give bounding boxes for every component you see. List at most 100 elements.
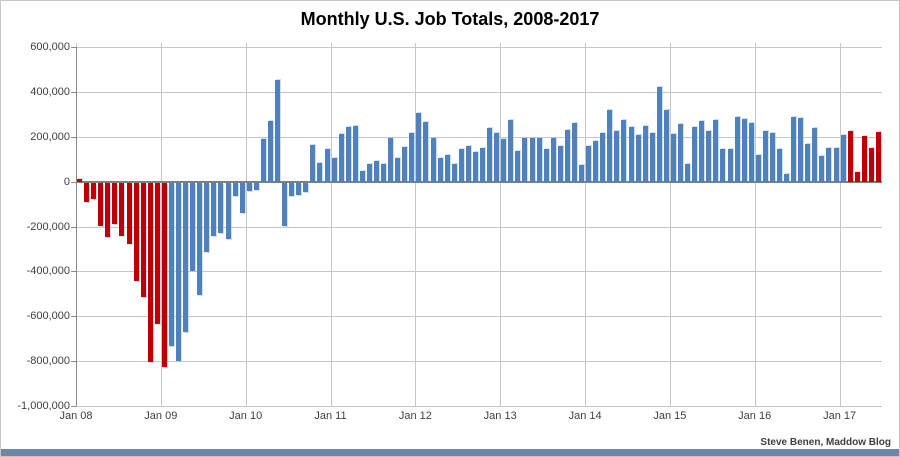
bar-2014-Nov <box>656 86 662 182</box>
bar-2015-Mar <box>685 164 690 182</box>
x-axis-label: Jan 15 <box>653 410 687 422</box>
bar-2009-Jul <box>204 182 210 252</box>
bar-2016-Sep <box>812 127 818 182</box>
bar-2010-Feb <box>253 182 259 191</box>
gridline-v <box>160 43 162 406</box>
bar-2009-Mar <box>176 182 181 362</box>
bar-2012-Dec <box>494 133 500 182</box>
bar-2014-Dec <box>663 109 669 182</box>
bar-2015-Jul <box>713 120 719 182</box>
gridline-h <box>76 271 882 273</box>
bar-2011-Mar <box>345 127 351 182</box>
bar-2009-May <box>190 182 196 271</box>
bar-2010-Mar <box>260 139 266 182</box>
gridline-h <box>76 361 882 363</box>
bar-2010-May <box>275 79 280 182</box>
bar-2010-Aug <box>296 182 302 195</box>
y-axis-tick <box>71 91 76 93</box>
gridline-v <box>839 43 841 406</box>
bar-2014-Feb <box>593 141 599 182</box>
bar-2017-May <box>868 148 874 182</box>
bar-2013-Dec <box>579 164 584 182</box>
bar-2009-Aug <box>211 182 217 236</box>
x-axis-label: Jan 09 <box>144 410 178 422</box>
bar-2015-Nov <box>741 118 747 182</box>
bar-2008-Jan <box>77 178 82 182</box>
y-axis-label: 0 <box>63 175 70 188</box>
x-axis-label: Jan 14 <box>568 410 602 422</box>
bar-2011-Sep <box>388 137 394 182</box>
bar-2009-Feb <box>168 182 174 347</box>
bar-2015-Aug <box>720 149 726 182</box>
gridline-v <box>245 43 247 406</box>
bar-2013-Feb <box>508 119 514 182</box>
bar-2017-Feb <box>847 130 853 182</box>
bar-2011-Apr <box>352 125 358 182</box>
bar-2009-Jun <box>197 182 203 295</box>
bar-2010-Oct <box>310 144 316 182</box>
x-axis-label: Jan 08 <box>59 410 93 422</box>
bar-2017-Jan <box>840 134 846 182</box>
bar-2013-Sep <box>557 145 563 182</box>
x-axis-label: Jan 11 <box>314 410 347 422</box>
y-axis-line <box>76 47 77 406</box>
bar-2013-Oct <box>564 130 570 182</box>
x-axis-label: Jan 12 <box>398 410 432 422</box>
y-axis-label: -800,000 <box>26 355 70 368</box>
bar-2016-Apr <box>776 149 782 182</box>
y-axis-tick <box>71 361 76 363</box>
bar-2012-Mar <box>430 137 436 182</box>
x-axis-label: Jan 13 <box>483 410 517 422</box>
y-axis-label: -200,000 <box>26 220 70 233</box>
y-axis-label: 600,000 <box>30 41 70 53</box>
y-axis-label: 200,000 <box>30 130 70 143</box>
y-axis-tick <box>71 47 76 48</box>
gridline-v <box>585 43 587 406</box>
bar-2009-Oct <box>225 182 231 239</box>
bar-2013-Mar <box>515 151 521 182</box>
bar-2008-Jul <box>119 182 125 236</box>
bar-2012-Sep <box>472 151 478 182</box>
bar-2014-Sep <box>642 125 648 182</box>
bar-2016-May <box>784 173 789 182</box>
bar-2009-Nov <box>232 182 238 197</box>
bar-2008-Aug <box>126 182 132 245</box>
bar-2013-Jul <box>543 149 549 182</box>
bar-2016-Nov <box>826 147 832 182</box>
bar-2013-Nov <box>571 122 577 182</box>
gridline-h <box>76 47 882 48</box>
bar-2008-May <box>105 182 111 237</box>
window-bottom-edge <box>1 449 899 456</box>
y-axis-label: -400,000 <box>26 265 70 278</box>
bar-2008-Apr <box>98 182 104 226</box>
bar-2011-Oct <box>395 158 401 182</box>
bar-2014-Apr <box>607 109 613 182</box>
gridline-v <box>415 43 417 406</box>
bar-2008-Oct <box>140 182 146 298</box>
gridline-h <box>76 91 882 93</box>
bar-2015-Dec <box>748 122 754 182</box>
bar-2014-Jul <box>628 127 634 182</box>
bar-2015-Oct <box>734 117 740 182</box>
bar-2013-Jan <box>501 139 507 182</box>
bar-2011-Aug <box>381 163 386 182</box>
bar-2012-May <box>444 154 450 182</box>
bar-2011-May <box>359 171 365 182</box>
y-axis-tick <box>71 136 76 138</box>
bar-2014-Jan <box>586 145 592 182</box>
bar-2017-Apr <box>861 136 867 182</box>
bar-2016-Jan <box>755 154 761 182</box>
bar-2008-Mar <box>91 182 97 200</box>
x-axis-label: Jan 17 <box>823 410 857 422</box>
bar-2013-Apr <box>522 138 528 182</box>
bar-2010-Sep <box>303 182 309 192</box>
y-axis-tick <box>71 406 76 407</box>
bar-2016-Feb <box>762 130 768 182</box>
zero-axis-line <box>76 180 882 183</box>
x-axis-label: Jan 10 <box>229 410 263 422</box>
bar-2015-Sep <box>727 149 733 182</box>
gridline-h <box>76 406 882 407</box>
bar-2012-Oct <box>480 148 485 182</box>
